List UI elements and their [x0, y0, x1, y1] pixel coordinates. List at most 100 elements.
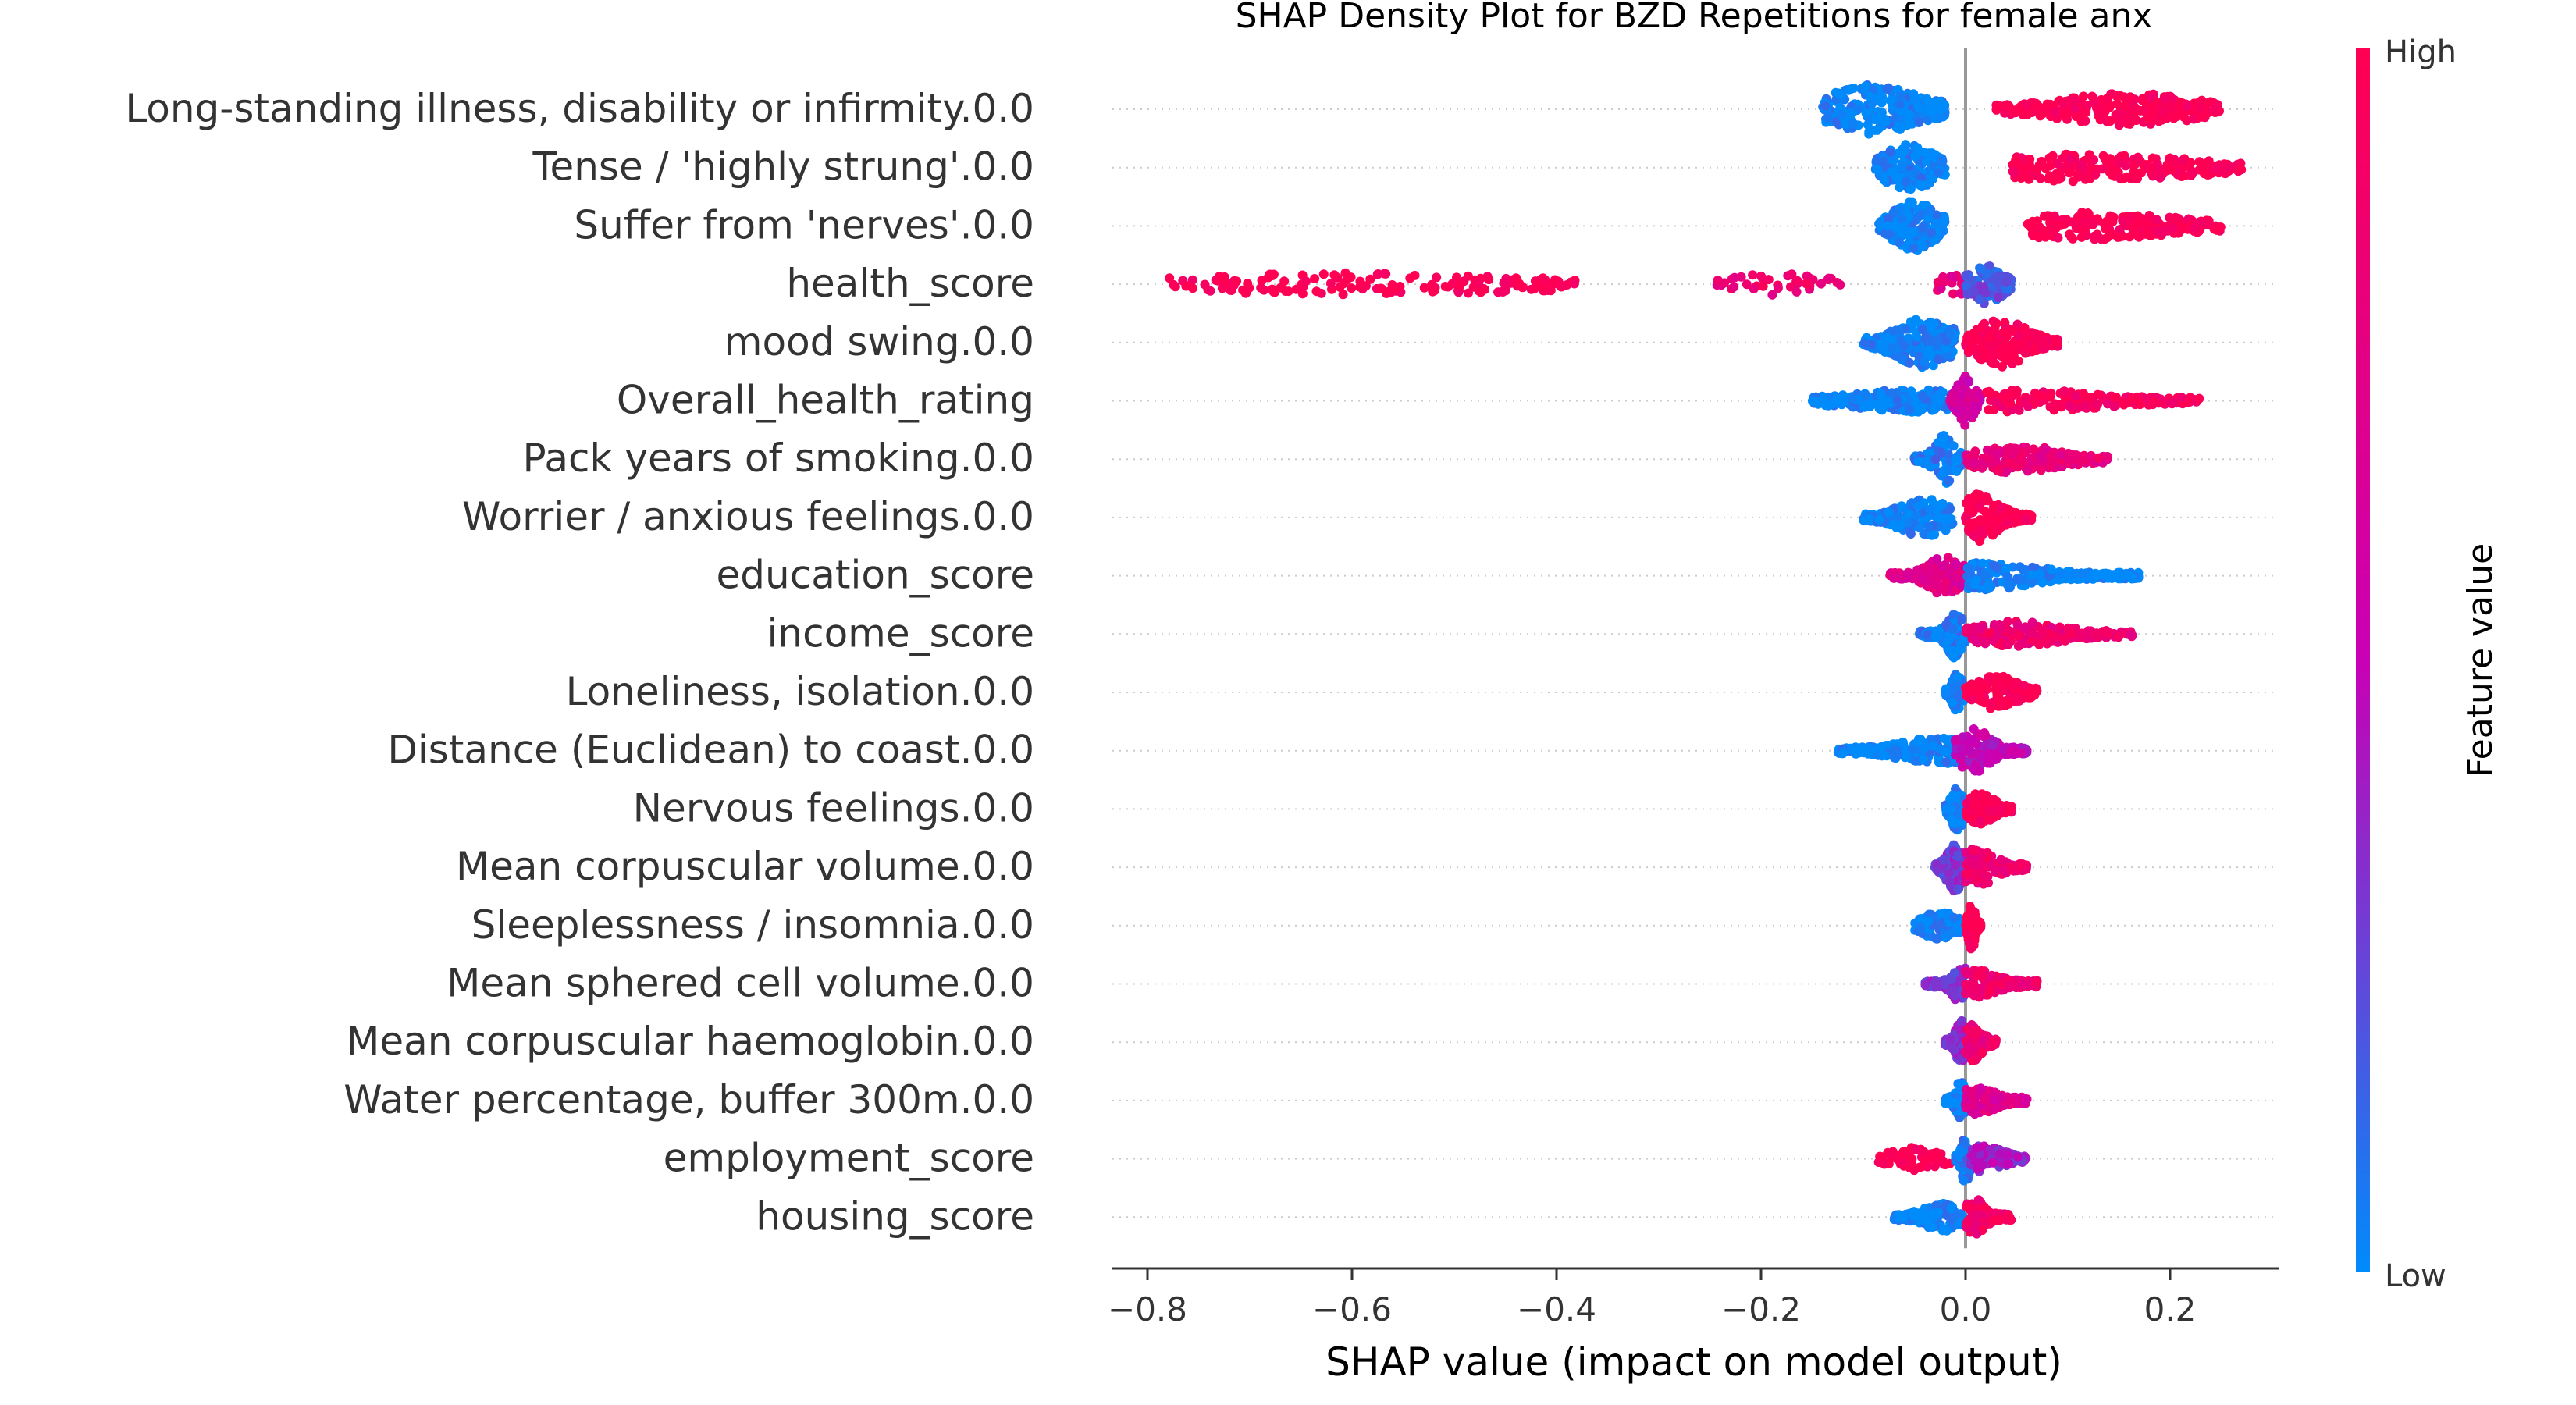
shap-dot: [2090, 231, 2100, 241]
shap-dot: [2035, 451, 2044, 461]
shap-dot: [1887, 388, 1897, 398]
shap-dot: [2131, 226, 2141, 236]
shap-dot: [2082, 101, 2092, 111]
shap-dot: [1860, 81, 1870, 91]
shap-dot: [2071, 391, 2080, 401]
shap-dot: [2190, 223, 2200, 233]
shap-dot: [1899, 341, 1909, 351]
shap-dot: [1904, 518, 1914, 528]
shap-dot: [2002, 449, 2012, 459]
shap-dot: [2064, 168, 2074, 178]
shap-dot: [2005, 802, 2016, 812]
shap-dot: [1967, 735, 1977, 745]
shap-dot: [2123, 570, 2133, 580]
shap-dot: [2055, 450, 2065, 461]
shap-dot: [1864, 514, 1874, 524]
shap-dot: [1915, 522, 1925, 532]
shap-dot: [1390, 283, 1400, 293]
shap-dot: [2050, 107, 2060, 117]
shap-dot: [2166, 165, 2176, 175]
shap-dot: [2077, 208, 2087, 218]
shap-dot: [2023, 466, 2033, 476]
shap-dot: [1923, 521, 1934, 532]
shap-dot: [1801, 279, 1811, 289]
shap-dot: [1464, 288, 1473, 298]
shap-dot: [2037, 578, 2048, 588]
shap-dot: [1994, 620, 2005, 629]
shap-dot: [2126, 92, 2135, 102]
shap-dot: [2076, 170, 2087, 180]
shap-dot: [2154, 116, 2164, 126]
shap-dot: [1948, 610, 1959, 620]
shap-dot: [1748, 270, 1758, 280]
shap-dot: [1913, 101, 1923, 112]
shap-dot: [1318, 269, 1329, 279]
shap-dot: [2217, 165, 2227, 176]
shap-dot: [1267, 284, 1277, 294]
shap-dot: [2025, 154, 2035, 164]
shap-dot: [1950, 818, 1960, 828]
shap-dot: [1962, 333, 1973, 343]
shap-dot: [2112, 99, 2122, 109]
shap-dot: [1912, 501, 1923, 511]
shap-dot: [1934, 437, 1944, 447]
shap-dot: [1889, 745, 1899, 755]
shap-dot: [1966, 695, 1976, 705]
shap-dot: [1934, 113, 1944, 123]
shap-dot: [1226, 286, 1236, 295]
shap-dot: [2201, 160, 2211, 170]
shap-dot: [1910, 151, 1920, 162]
shap-dot: [1501, 286, 1511, 296]
shap-dot: [2126, 630, 2136, 640]
shap-dot: [2058, 153, 2068, 163]
shap-dot: [2209, 165, 2219, 175]
shap-dot: [1742, 279, 1752, 290]
shap-dot: [1937, 156, 1948, 166]
shap-dot: [2019, 623, 2030, 633]
shap-dot: [2019, 681, 2030, 691]
shap-dot: [1823, 113, 1833, 123]
shap-dot: [1979, 791, 1989, 801]
shap-dot: [2091, 400, 2101, 410]
shap-dot: [1861, 108, 1871, 118]
shap-dot: [2120, 101, 2130, 112]
shap-dot: [1945, 329, 1955, 339]
shap-dot: [2016, 173, 2026, 183]
shap-dot: [1905, 109, 1915, 119]
shap-dot: [1952, 396, 1962, 406]
shap-dot: [2114, 120, 2124, 130]
shap-dot: [1926, 322, 1936, 333]
shap-dot: [1915, 211, 1925, 221]
shap-dot: [2023, 109, 2033, 119]
shap-dot: [2001, 278, 2011, 287]
shap-dot: [1939, 855, 1949, 865]
shap-dot: [1832, 395, 1842, 405]
shap-dot: [1929, 404, 1939, 414]
shap-dot: [1907, 745, 1917, 755]
shap-dot: [1982, 387, 1992, 397]
shap-dot: [1347, 283, 1357, 293]
shap-dot: [1920, 743, 1930, 753]
shap-dot: [1870, 744, 1880, 754]
shap-dot: [1895, 91, 1905, 101]
shap-dot: [1975, 515, 1985, 525]
shap-dot: [1501, 273, 1511, 283]
shap-dot: [2076, 232, 2087, 242]
shap-dot: [1863, 119, 1873, 130]
shap-dot: [1877, 108, 1887, 118]
shap-dot: [1373, 269, 1383, 279]
shap-dot: [1820, 101, 1831, 111]
shap-dot: [1967, 276, 1977, 285]
shap-dot: [1941, 525, 1951, 535]
shap-dot: [2097, 164, 2107, 174]
shap-dot: [2105, 116, 2115, 126]
shap-dot: [1440, 282, 1450, 291]
shap-dot: [2061, 112, 2071, 122]
shap-dot: [1927, 148, 1937, 158]
shap-dot: [1941, 577, 1951, 587]
shap-dot: [1871, 156, 1881, 166]
shap-dot: [2082, 403, 2091, 413]
shap-dot: [1912, 565, 1923, 575]
shap-dot: [2139, 106, 2149, 116]
shap-dot: [2180, 222, 2190, 233]
